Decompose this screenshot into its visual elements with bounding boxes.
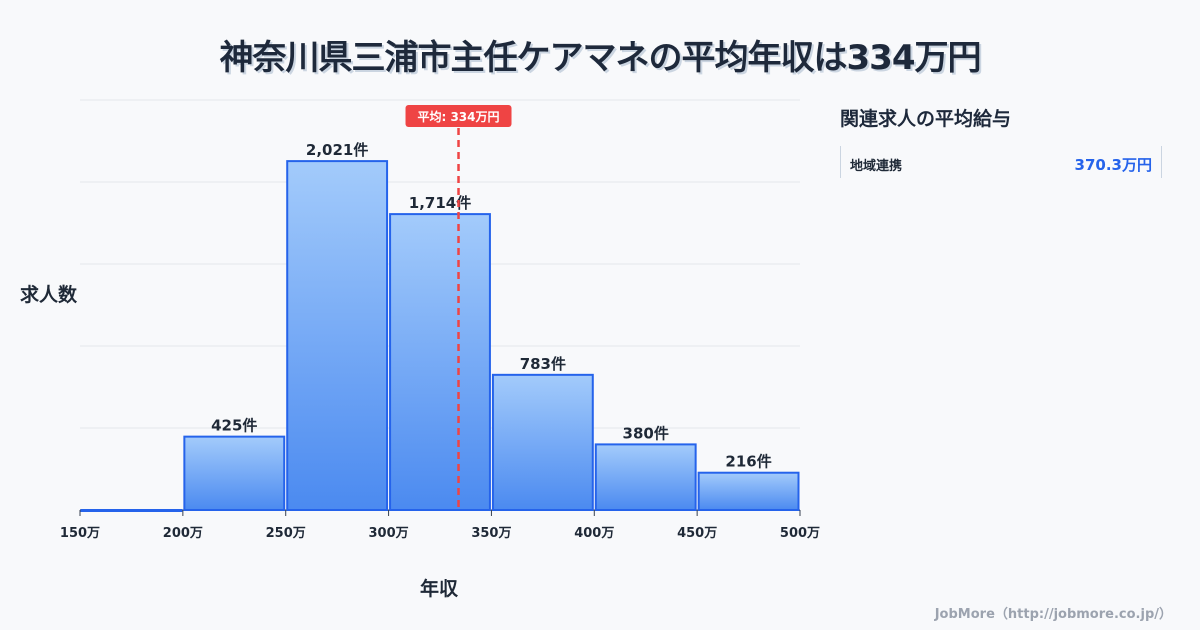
bar-value-label: 1,714件 [409, 194, 471, 212]
related-job-salary: 370.3万円 [1074, 156, 1152, 174]
x-tick-label: 400万 [574, 526, 614, 541]
average-badge [405, 105, 512, 127]
x-tick-label: 150万 [60, 526, 100, 541]
x-tick-label: 200万 [163, 526, 203, 541]
x-tick-label: 500万 [780, 526, 820, 541]
histogram-bar [491, 373, 594, 511]
bar-value-label: 216件 [725, 453, 771, 471]
histogram-bar [286, 160, 389, 511]
histogram-bar [80, 509, 183, 512]
x-tick-label: 350万 [471, 526, 511, 541]
average-label: 平均: 334万円 [417, 109, 499, 124]
footer-credit: JobMore（http://jobmore.co.jp/） [934, 607, 1172, 622]
histogram-bar [389, 213, 491, 511]
bar-value-label: 425件 [211, 417, 257, 435]
x-tick-label: 250万 [266, 526, 306, 541]
x-axis-label: 年収 [420, 578, 459, 600]
x-tick-label: 300万 [369, 526, 409, 541]
chart-title: 神奈川県三浦市主任ケアマネの平均年収は334万円 [219, 38, 982, 78]
bar-value-label: 2,021件 [306, 141, 368, 159]
side-panel-title: 関連求人の平均給与 [840, 108, 1012, 130]
y-axis-label: 求人数 [20, 284, 78, 306]
related-job-name: 地域連携 [850, 159, 903, 174]
x-tick-label: 450万 [677, 526, 717, 541]
histogram-bar [183, 435, 286, 512]
bar-value-label: 380件 [623, 424, 669, 442]
bar-value-label: 783件 [520, 355, 566, 373]
related-salary-item: 地域連携 370.3万円 [840, 146, 1162, 178]
histogram-bar [697, 471, 800, 511]
histogram-bar [594, 443, 697, 511]
